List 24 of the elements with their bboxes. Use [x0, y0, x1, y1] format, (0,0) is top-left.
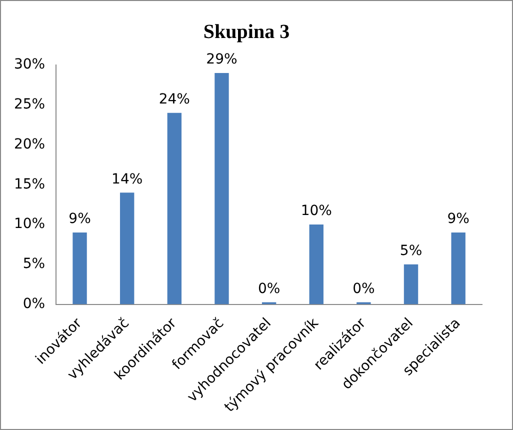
y-tick-label: 5% — [22, 256, 46, 272]
data-label: 9% — [68, 211, 91, 228]
data-label: 5% — [400, 243, 422, 260]
bar — [309, 224, 324, 304]
y-tick-label: 10% — [14, 216, 46, 232]
bar — [120, 192, 134, 304]
y-tick-label: 20% — [14, 136, 46, 152]
bar — [167, 112, 182, 304]
y-tick-label: 25% — [14, 96, 46, 113]
data-label: 24% — [158, 91, 190, 108]
bar — [404, 264, 418, 304]
bar — [451, 232, 466, 304]
bar — [72, 232, 87, 304]
bar — [214, 72, 229, 304]
data-label: 10% — [300, 203, 332, 220]
y-tick-label: 15% — [14, 176, 46, 192]
data-label: 14% — [112, 171, 143, 188]
data-label: 0% — [352, 280, 375, 297]
data-label: 29% — [206, 52, 238, 68]
data-label: 9% — [447, 211, 470, 228]
data-label: 0% — [258, 280, 280, 297]
y-tick-label: 30% — [14, 56, 46, 73]
chart-title: Skupina 3 — [203, 21, 290, 44]
y-tick-label: 0% — [22, 296, 46, 312]
